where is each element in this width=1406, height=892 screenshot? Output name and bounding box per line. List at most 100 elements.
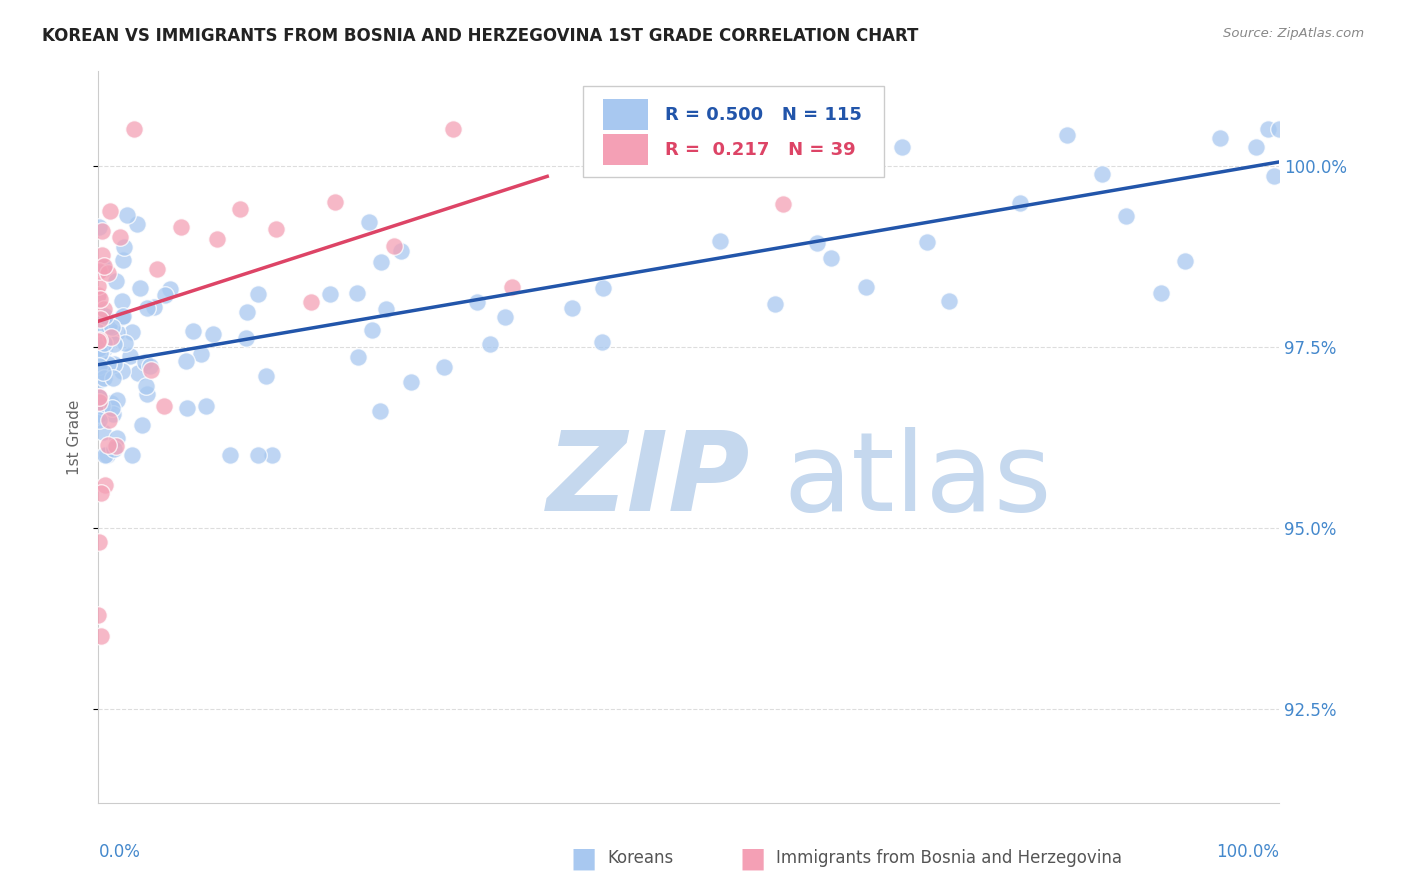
Point <box>1257 122 1279 136</box>
Point <box>97 357 120 371</box>
Point <box>855 280 877 294</box>
Point <box>87 292 110 306</box>
Point <box>494 310 516 325</box>
Point <box>1244 140 1267 154</box>
Point <box>89 334 111 348</box>
Point <box>1115 209 1137 223</box>
Point <box>90 486 112 500</box>
Point <box>246 448 269 462</box>
Text: Source: ZipAtlas.com: Source: ZipAtlas.com <box>1223 27 1364 40</box>
Point <box>91 260 114 275</box>
Point <box>93 335 115 350</box>
Point <box>141 363 163 377</box>
Point <box>87 361 110 376</box>
Text: Koreans: Koreans <box>607 849 673 867</box>
Point <box>127 217 149 231</box>
Point <box>359 215 381 229</box>
Point <box>501 280 523 294</box>
Text: ZIP: ZIP <box>547 427 751 534</box>
Point <box>433 360 456 375</box>
Point <box>111 310 134 324</box>
Point <box>112 253 135 268</box>
Point <box>772 197 794 211</box>
Point <box>114 335 136 350</box>
Point <box>94 478 117 492</box>
Point <box>98 413 121 427</box>
Point <box>97 266 120 280</box>
Point <box>299 294 322 309</box>
Point <box>93 302 115 317</box>
Point <box>112 240 135 254</box>
Point <box>194 399 217 413</box>
Point <box>763 296 786 310</box>
Point <box>87 279 110 293</box>
Point <box>1268 122 1291 136</box>
Point <box>346 350 368 364</box>
Point <box>201 327 224 342</box>
Point <box>89 353 111 368</box>
Point <box>96 448 118 462</box>
Point <box>399 375 422 389</box>
Point <box>111 310 134 324</box>
Point <box>91 224 114 238</box>
Point <box>938 294 960 309</box>
Point <box>87 334 110 349</box>
Point <box>121 325 143 339</box>
Point <box>262 448 284 462</box>
Point <box>90 247 112 261</box>
Point <box>87 334 110 348</box>
Point <box>87 390 110 404</box>
Point <box>915 235 938 249</box>
Point <box>105 393 128 408</box>
Point <box>382 238 405 252</box>
Point <box>98 203 121 218</box>
Point <box>139 359 162 373</box>
Point <box>87 351 110 365</box>
Point <box>190 347 212 361</box>
Point <box>94 448 117 462</box>
Point <box>1150 285 1173 300</box>
Point <box>87 319 110 334</box>
Point <box>153 399 176 413</box>
Point <box>479 337 502 351</box>
Point <box>235 331 257 345</box>
Point <box>159 282 181 296</box>
Text: 0.0%: 0.0% <box>98 843 141 861</box>
FancyBboxPatch shape <box>582 86 884 178</box>
Point <box>709 234 731 248</box>
Point <box>374 301 396 316</box>
Point <box>122 122 145 136</box>
Point <box>361 323 384 337</box>
Point <box>87 413 110 427</box>
Point <box>1174 253 1197 268</box>
Point <box>97 438 120 452</box>
Point <box>87 390 110 404</box>
Point <box>100 401 122 415</box>
Point <box>89 346 111 360</box>
Point <box>121 448 143 462</box>
Point <box>174 354 197 368</box>
Point <box>264 221 287 235</box>
Bar <box>603 135 648 165</box>
Point <box>90 629 112 643</box>
Point <box>1056 128 1078 143</box>
Point <box>103 336 125 351</box>
Point <box>820 251 842 265</box>
Point <box>131 417 153 432</box>
Point <box>91 425 114 439</box>
Point <box>101 407 124 421</box>
Text: R =  0.217   N = 39: R = 0.217 N = 39 <box>665 141 856 159</box>
Point <box>467 294 489 309</box>
Point <box>87 407 110 421</box>
Text: 100.0%: 100.0% <box>1216 843 1279 861</box>
Point <box>89 373 111 387</box>
Point <box>254 368 277 383</box>
Point <box>111 364 134 378</box>
Point <box>1209 131 1232 145</box>
Point <box>93 370 115 384</box>
Point <box>561 301 583 315</box>
Point <box>591 335 613 350</box>
Text: ■: ■ <box>571 844 596 872</box>
Y-axis label: 1st Grade: 1st Grade <box>67 400 83 475</box>
Point <box>118 349 141 363</box>
